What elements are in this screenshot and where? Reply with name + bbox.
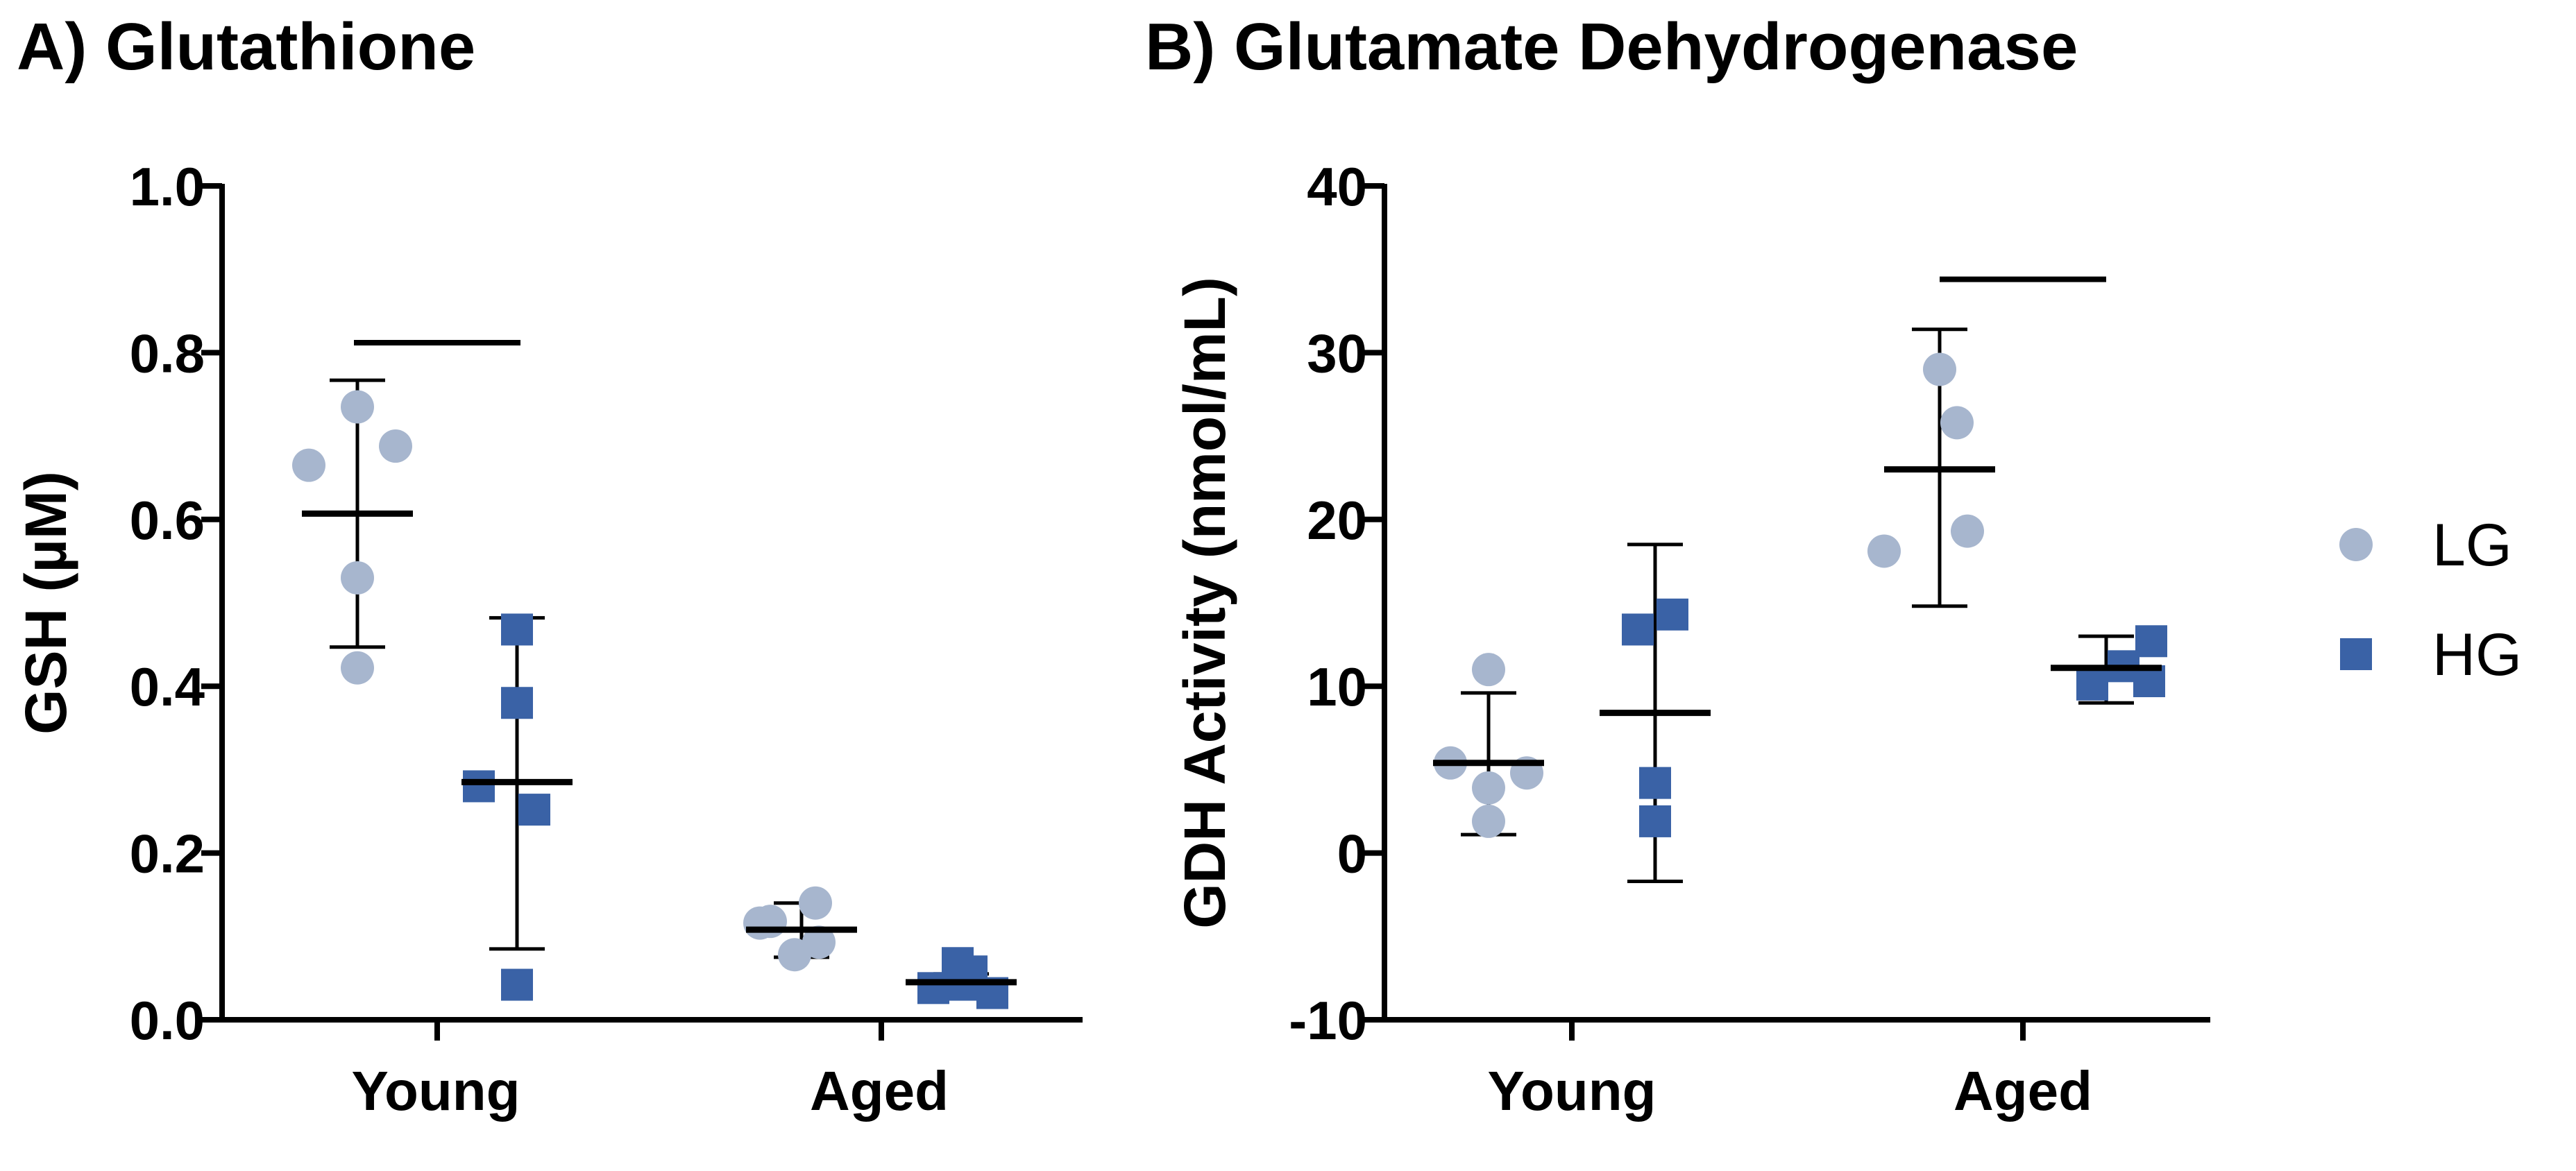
y-tick-label: -10 bbox=[1289, 990, 1367, 1051]
y-tick-label: 30 bbox=[1307, 323, 1367, 384]
legend: LG HG bbox=[2339, 512, 2522, 688]
x-tick-label: Aged bbox=[1954, 1060, 2092, 1122]
data-point-hg bbox=[1639, 767, 1671, 799]
data-point-lg bbox=[1940, 406, 1974, 440]
x-tick-label: Young bbox=[1488, 1060, 1656, 1122]
data-point-lg bbox=[743, 906, 777, 940]
legend-label: HG bbox=[2432, 622, 2522, 688]
y-tick-label: 20 bbox=[1307, 490, 1367, 551]
legend-item-hg: HG bbox=[2340, 622, 2522, 688]
data-point-hg bbox=[501, 613, 533, 646]
y-tick-label: 0.6 bbox=[130, 490, 205, 551]
y-tick-label: 0.2 bbox=[130, 823, 205, 884]
data-point-lg bbox=[292, 448, 325, 482]
legend-marker-circle bbox=[2339, 528, 2373, 561]
panel-A: A) Glutathione GSH (µM) 0.0 0.2 0.4 0.6 0.8 1.0… bbox=[13, 10, 1083, 1122]
data-point-lg bbox=[379, 429, 412, 463]
data-point-hg bbox=[2135, 625, 2167, 658]
data-point-lg bbox=[1867, 534, 1901, 568]
y-tick-label: 0.8 bbox=[130, 323, 205, 384]
y-axis-label: GSH (µM) bbox=[13, 471, 78, 735]
y-tick-label: 0 bbox=[1337, 823, 1367, 884]
data-point-lg bbox=[799, 886, 832, 920]
y-tick-label: 1.0 bbox=[130, 156, 205, 217]
y-axis-label: GDH Activity (nmol/mL) bbox=[1172, 277, 1237, 929]
data-point-lg bbox=[341, 390, 374, 424]
x-tick-label: Aged bbox=[810, 1060, 949, 1122]
y-tick-label: 0.4 bbox=[130, 656, 205, 717]
y-tick-label: 0.0 bbox=[130, 990, 205, 1051]
data-point-hg bbox=[1639, 805, 1671, 837]
data-point-lg bbox=[1472, 771, 1505, 805]
panel-title: B) Glutamate Dehydrogenase bbox=[1145, 10, 2078, 84]
data-point-hg bbox=[463, 770, 495, 803]
data-point-hg bbox=[2076, 668, 2108, 701]
data-point-lg bbox=[1923, 352, 1956, 386]
y-tick-label: 10 bbox=[1307, 656, 1367, 717]
y-tick-label: 40 bbox=[1307, 156, 1367, 217]
panel-title: A) Glutathione bbox=[17, 10, 475, 84]
data-point-lg bbox=[341, 561, 374, 595]
data-point-lg bbox=[341, 651, 374, 685]
data-point-lg bbox=[1472, 804, 1505, 838]
data-point-hg bbox=[501, 968, 533, 1001]
legend-label: LG bbox=[2432, 512, 2512, 579]
panel-B: B) Glutamate Dehydrogenase GDH Activity (… bbox=[1145, 10, 2210, 1122]
data-point-lg bbox=[1951, 514, 1984, 548]
legend-item-lg: LG bbox=[2339, 512, 2512, 579]
data-point-lg bbox=[1472, 653, 1505, 687]
data-point-hg bbox=[518, 794, 550, 826]
data-point-lg bbox=[802, 925, 836, 959]
x-tick-label: Young bbox=[352, 1060, 520, 1122]
data-point-hg bbox=[1656, 598, 1688, 631]
data-point-hg bbox=[501, 687, 533, 719]
legend-marker-square bbox=[2340, 638, 2372, 670]
data-point-hg bbox=[1622, 613, 1654, 646]
